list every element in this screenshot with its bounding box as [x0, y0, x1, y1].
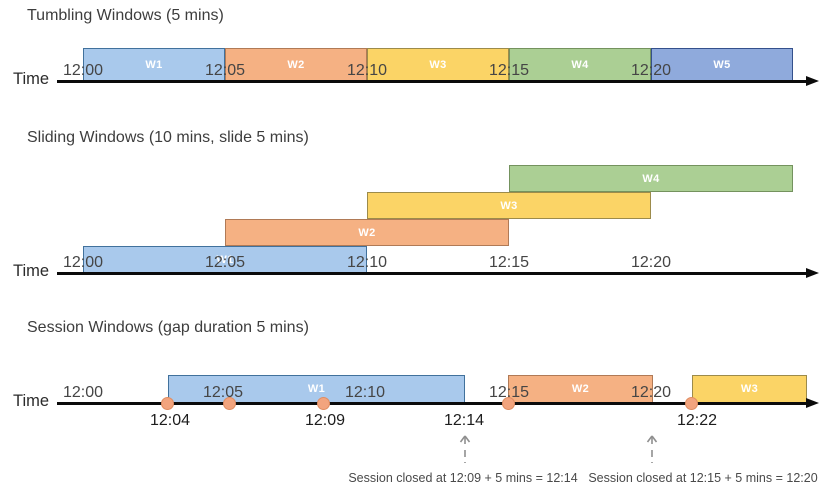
- window-label: W4: [571, 58, 589, 71]
- window-label: W2: [287, 58, 305, 71]
- time-axis-caption: Time: [13, 262, 50, 280]
- time-axis-arrowhead-icon: [806, 268, 819, 279]
- window-box-tumbling-w1: W1: [83, 48, 225, 81]
- window-box-session-w2: W2: [508, 375, 653, 403]
- session-close-note: Session closed at 12:09 + 5 mins = 12:14: [348, 471, 578, 485]
- event-dot: [316, 397, 330, 410]
- time-axis-arrowhead-icon: [806, 398, 819, 409]
- axis-tick-label: 12:00: [62, 62, 104, 79]
- section-title: Sliding Windows (10 mins, slide 5 mins): [27, 129, 309, 146]
- axis-tick-label: 12:00: [62, 254, 104, 271]
- window-label: W4: [642, 172, 660, 185]
- time-axis-line: [57, 402, 806, 405]
- window-label: W5: [713, 58, 731, 71]
- axis-tick-label: 12:05: [204, 254, 246, 271]
- axis-tick-label: 12:15: [488, 62, 530, 79]
- event-time-label: 12:22: [676, 412, 718, 429]
- window-box-tumbling-w4: W4: [509, 48, 651, 81]
- window-label: W2: [358, 226, 376, 239]
- time-axis-arrowhead-icon: [806, 76, 819, 87]
- window-box-tumbling-w2: W2: [225, 48, 367, 81]
- axis-tick-label: 12:20: [630, 384, 672, 401]
- event-time-label: 12:09: [304, 412, 346, 429]
- window-box-session-w1: W1: [168, 375, 465, 403]
- axis-tick-label: 12:00: [62, 384, 104, 401]
- window-box-session-w3: W3: [692, 375, 807, 403]
- event-dot: [160, 397, 174, 410]
- window-box-sliding-w4: W4: [509, 165, 793, 192]
- session-close-arrow: [458, 432, 472, 463]
- event-time-label: 12:04: [149, 412, 191, 429]
- window-label: W2: [571, 383, 590, 395]
- time-axis-line: [57, 80, 806, 83]
- up-arrow-icon: [459, 435, 471, 463]
- axis-tick-label: 12:15: [488, 384, 530, 401]
- window-label: W1: [216, 253, 234, 266]
- window-label: W3: [429, 58, 447, 71]
- session-close-note: Session closed at 12:15 + 5 mins = 12:20: [588, 471, 818, 485]
- axis-tick-label: 12:05: [204, 62, 246, 79]
- event-dot: [222, 397, 236, 410]
- event-time-label: 12:14: [443, 412, 485, 429]
- window-box-sliding-w2: W2: [225, 219, 509, 246]
- up-arrow-icon: [646, 435, 658, 463]
- window-box-sliding-w3: W3: [367, 192, 651, 219]
- time-axis-caption: Time: [13, 70, 50, 88]
- window-label: W3: [740, 383, 759, 395]
- event-dot: [684, 397, 698, 410]
- window-label: W1: [145, 58, 163, 71]
- window-label: W1: [307, 383, 326, 395]
- window-box-tumbling-w3: W3: [367, 48, 509, 81]
- axis-tick-label: 12:15: [488, 254, 530, 271]
- axis-tick-label: 12:10: [344, 384, 386, 401]
- axis-tick-label: 12:20: [630, 62, 672, 79]
- axis-tick-label: 12:10: [346, 254, 388, 271]
- time-axis-caption: Time: [13, 392, 50, 410]
- section-title: Tumbling Windows (5 mins): [27, 7, 224, 24]
- axis-tick-label: 12:05: [202, 384, 244, 401]
- window-box-tumbling-w5: W5: [651, 48, 793, 81]
- window-box-sliding-w1: W1: [83, 246, 367, 273]
- axis-tick-label: 12:10: [346, 62, 388, 79]
- session-close-arrow: [645, 432, 659, 463]
- window-label: W3: [500, 199, 518, 212]
- section-title: Session Windows (gap duration 5 mins): [27, 319, 309, 336]
- event-dot: [501, 397, 515, 410]
- time-axis-line: [57, 272, 806, 275]
- axis-tick-label: 12:20: [630, 254, 672, 271]
